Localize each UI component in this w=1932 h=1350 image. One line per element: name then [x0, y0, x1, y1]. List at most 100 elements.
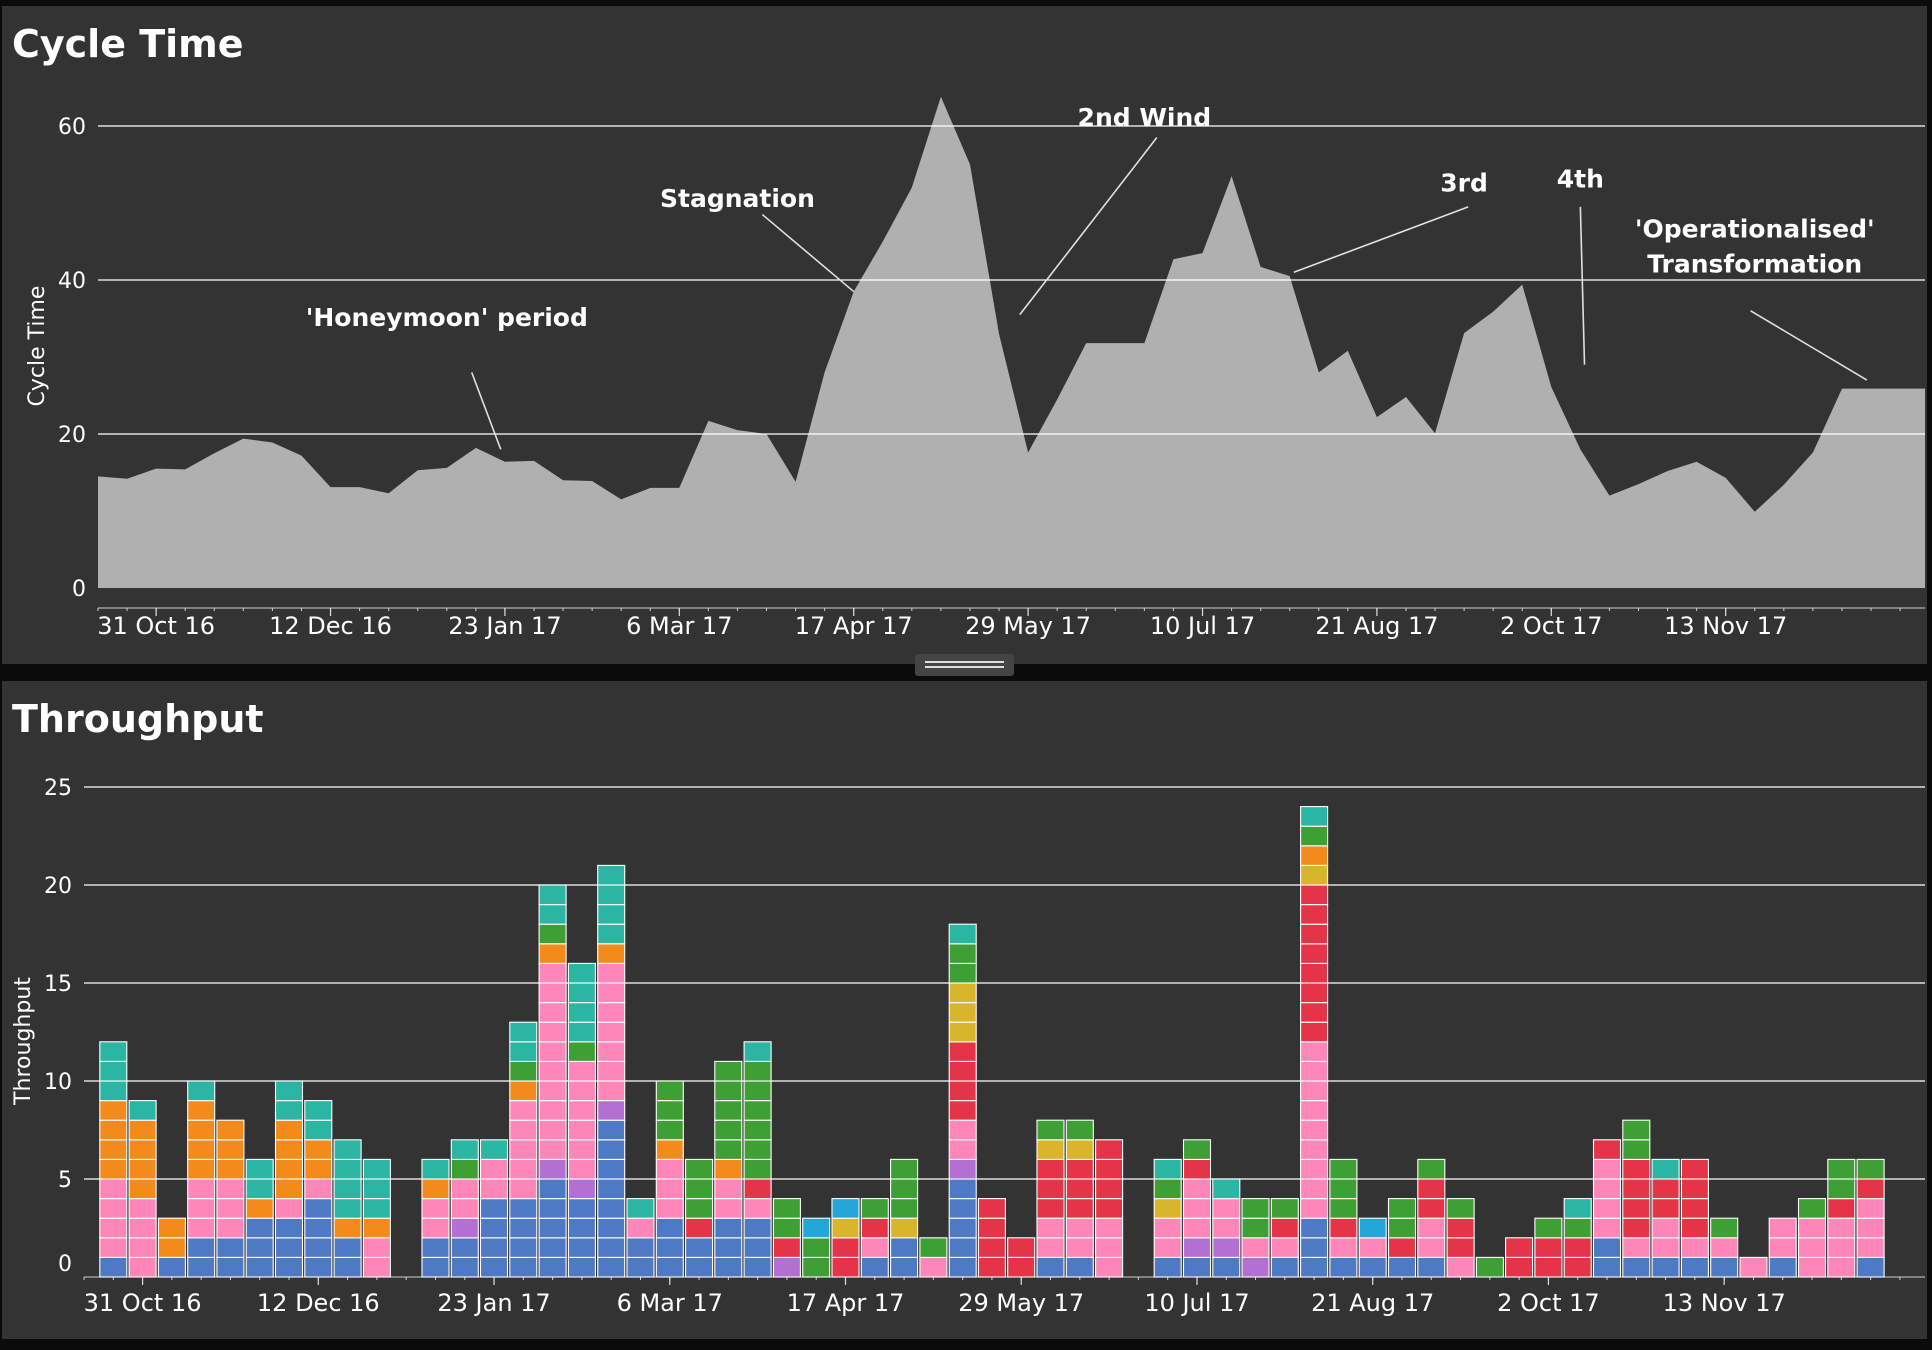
- panel-resize-handle[interactable]: [915, 654, 1014, 676]
- cycle-time-chart[interactable]: Cycle Time 0 20 40 60 31 Oct 16 12 Dec 16 23 Ja…: [2, 6, 1927, 664]
- bar-cell-green: [714, 1100, 743, 1121]
- bar-cell-orange: [187, 1119, 216, 1141]
- bar-cell-orange: [187, 1100, 216, 1121]
- bar-cell-blue: [1182, 1256, 1212, 1278]
- throughput-bar: [1212, 1178, 1241, 1278]
- bar-cell-pink: [1651, 1237, 1680, 1258]
- bar-cell-teal: [538, 884, 567, 906]
- cycle-time-axis-label: Cycle Time: [25, 286, 50, 407]
- bar-cell-pink: [597, 1060, 626, 1082]
- bar-cell-pink: [567, 1139, 596, 1160]
- annotation-line: [1019, 137, 1158, 316]
- bar-cell-pink: [1153, 1237, 1182, 1258]
- bar-cell-pink: [187, 1217, 216, 1239]
- bar-cell-yellow: [948, 1002, 977, 1023]
- bar-cell-blue: [509, 1217, 538, 1239]
- bar-cell-green: [802, 1256, 831, 1278]
- bar-cell-teal: [304, 1119, 333, 1141]
- throughput-bar: [567, 962, 596, 1278]
- bar-cell-red: [1651, 1198, 1680, 1219]
- bar-cell-cyan: [831, 1198, 860, 1219]
- bar-cell-pink: [860, 1237, 889, 1258]
- y-tick-label: 20: [58, 423, 86, 448]
- bar-cell-orange: [509, 1080, 538, 1102]
- x-tick-label: 12 Dec 16: [257, 1289, 380, 1317]
- bar-cell-red: [1534, 1256, 1563, 1278]
- bar-cell-teal: [597, 884, 626, 906]
- bar-cell-blue: [274, 1256, 304, 1278]
- bar-cell-green: [1622, 1119, 1651, 1141]
- x-tick-label: 17 Apr 17: [795, 612, 913, 640]
- bar-cell-red: [948, 1100, 977, 1121]
- x-tick-label: 10 Jul 17: [1150, 612, 1255, 640]
- bar-cell-pink: [304, 1178, 333, 1200]
- bar-cell-green: [1153, 1178, 1182, 1200]
- bar-cell-blue: [245, 1256, 274, 1278]
- bar-cell-teal: [567, 982, 596, 1004]
- bar-cell-pink: [99, 1237, 128, 1258]
- annotation-label: 'Operationalised': [1635, 215, 1875, 244]
- bar-cell-pink: [1095, 1256, 1124, 1278]
- bar-cell-blue: [1358, 1256, 1387, 1278]
- bar-cell-pink: [362, 1256, 391, 1278]
- bar-cell-blue: [743, 1237, 772, 1258]
- throughput-chart[interactable]: Throughput 0 5 10 15 20 25 31 Oct 16 12 Dec 16 23…: [2, 681, 1927, 1339]
- bar-cell-pink: [567, 1119, 596, 1141]
- bar-cell-red: [1065, 1198, 1094, 1219]
- bar-cell-pink: [99, 1178, 128, 1200]
- bar-cell-orange: [304, 1139, 333, 1160]
- throughput-bar: [509, 1021, 538, 1278]
- throughput-bar: [421, 1158, 450, 1278]
- throughput-bar: [1358, 1217, 1387, 1278]
- bar-cell-blue: [421, 1237, 450, 1258]
- bar-cell-blue: [479, 1217, 509, 1239]
- bar-cell-green: [1329, 1178, 1358, 1200]
- bar-cell-blue: [714, 1256, 743, 1278]
- bar-cell-teal: [1563, 1198, 1592, 1219]
- bar-cell-pink: [1856, 1237, 1885, 1258]
- annotation-label: 3rd: [1440, 168, 1488, 197]
- bar-cell-green: [772, 1198, 801, 1219]
- throughput-bar: [977, 1198, 1006, 1278]
- bar-cell-pink: [919, 1256, 948, 1278]
- bar-cell-green: [1856, 1158, 1885, 1180]
- bar-cell-green: [1300, 825, 1329, 847]
- bar-cell-pink: [1065, 1217, 1094, 1239]
- bar-cell-blue: [1036, 1256, 1065, 1278]
- bar-cell-purple: [450, 1217, 479, 1239]
- throughput-bar: [1036, 1119, 1065, 1278]
- bar-cell-blue: [597, 1217, 626, 1239]
- bar-cell-orange: [99, 1119, 128, 1141]
- bar-cell-teal: [597, 864, 626, 886]
- bar-cell-teal: [187, 1080, 216, 1102]
- bar-cell-green: [1417, 1158, 1446, 1180]
- bar-cell-purple: [538, 1158, 567, 1180]
- bar-cell-pink: [128, 1237, 157, 1258]
- bar-cell-red: [1065, 1158, 1094, 1180]
- bar-cell-pink: [1622, 1237, 1651, 1258]
- bar-cell-purple: [1212, 1237, 1241, 1258]
- bar-cell-purple: [1182, 1237, 1212, 1258]
- y-tick-label: 0: [58, 1252, 72, 1277]
- bar-cell-red: [977, 1237, 1006, 1258]
- bar-cell-pink: [655, 1158, 684, 1180]
- throughput-bar: [187, 1080, 216, 1278]
- bar-cell-green: [919, 1237, 948, 1258]
- y-tick-label: 10: [44, 1070, 72, 1095]
- bar-cell-blue: [685, 1237, 714, 1258]
- bar-cell-red: [1563, 1256, 1592, 1278]
- bar-cell-blue: [1153, 1256, 1182, 1278]
- annotation-label: Stagnation: [660, 184, 815, 213]
- bar-cell-red: [1300, 982, 1329, 1004]
- bar-cell-teal: [99, 1041, 128, 1062]
- bar-cell-blue: [538, 1178, 567, 1200]
- bar-cell-yellow: [831, 1217, 860, 1239]
- bar-cell-teal: [1212, 1178, 1241, 1200]
- bar-cell-blue: [567, 1256, 596, 1278]
- bar-cell-pink: [1095, 1237, 1124, 1258]
- x-tick-label: 17 Apr 17: [787, 1289, 905, 1317]
- bar-cell-blue: [1768, 1256, 1797, 1278]
- bar-cell-green: [509, 1060, 538, 1082]
- bar-cell-orange: [245, 1198, 274, 1219]
- bar-cell-red: [1446, 1217, 1475, 1239]
